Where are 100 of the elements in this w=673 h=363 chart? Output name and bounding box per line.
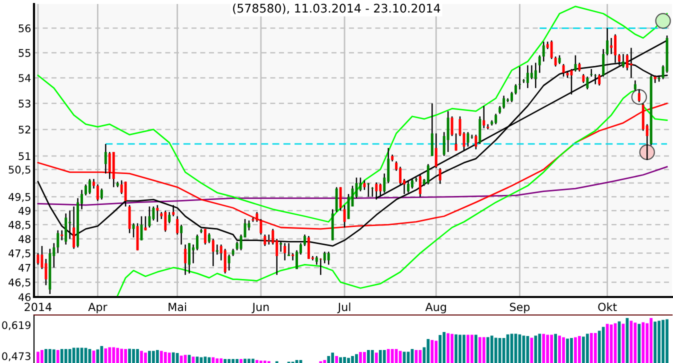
candlestick (426, 163, 430, 186)
candlestick (502, 95, 506, 110)
candlestick (148, 206, 151, 228)
candlestick (92, 178, 95, 190)
y-tick-label: 50,5 (8, 166, 30, 175)
y-tick-label: 49,5 (8, 193, 30, 202)
candlestick (164, 210, 167, 232)
point (639, 144, 655, 160)
y-tick-label: 46 (18, 293, 31, 302)
candlestick (414, 176, 418, 182)
y-tick-label: 0,473 (2, 352, 30, 362)
x-tick-label: Sep (510, 302, 530, 314)
y-tick-label: 47,5 (8, 250, 30, 258)
candlestick (292, 252, 294, 261)
y-tick-label: 48,5 (8, 220, 30, 230)
candlestick (56, 230, 60, 254)
y-tick-label: 0,619 (2, 321, 30, 330)
y-tick-label: 53 (18, 100, 30, 108)
y-tick-label: 46,5 (8, 278, 30, 288)
y-tick-label: 49 (18, 206, 30, 215)
candlestick (124, 181, 127, 208)
candlestick (407, 180, 410, 194)
x-tick-label: Jul (337, 302, 350, 314)
y-tick-label: 51 (18, 152, 30, 160)
point (655, 13, 671, 29)
candlestick (638, 88, 640, 103)
candlestick (371, 186, 374, 198)
candlestick (399, 166, 402, 186)
x-tick-label: Aug (425, 302, 446, 314)
candlestick (224, 248, 226, 274)
candlestick (606, 28, 609, 56)
candlestick (108, 151, 111, 180)
candlestick (550, 40, 553, 60)
y-tick-label: 56 (18, 24, 31, 32)
chart-title: (578580), 11.03.2014 - 23.10.2014 (233, 4, 440, 14)
candlestick (534, 62, 537, 89)
line-series (37, 166, 668, 206)
candlestick (466, 131, 470, 148)
candlestick (514, 84, 517, 96)
candlestick (335, 186, 338, 213)
x-tick-label: Okt (598, 302, 617, 312)
candlestick (180, 224, 183, 246)
line-series (37, 102, 668, 230)
candlestick (100, 188, 103, 200)
candlestick (184, 244, 187, 276)
candlestick (68, 210, 72, 240)
candlestick (482, 105, 486, 129)
candlestick (188, 242, 191, 274)
candlestick (104, 143, 107, 174)
candlestick (88, 178, 91, 195)
y-tick-label: 52 (18, 126, 30, 134)
candlestick (144, 216, 147, 231)
candlestick (168, 211, 171, 224)
candlestick (339, 186, 342, 212)
candlestick (323, 251, 326, 264)
candlestick (212, 238, 214, 267)
y-tick-label: 48 (18, 235, 31, 243)
candlestick (256, 211, 258, 222)
x-tick-label: 2014 (24, 302, 52, 312)
candlestick (530, 64, 533, 80)
candlestick (538, 54, 541, 74)
candlestick (367, 182, 370, 198)
candlestick (84, 184, 87, 196)
candlestick (44, 258, 48, 286)
candlestick (132, 222, 135, 238)
candlestick (634, 80, 636, 92)
candlestick (410, 178, 414, 190)
candlestick (434, 132, 438, 169)
candlestick (598, 73, 601, 86)
candlestick (554, 56, 557, 68)
candlestick (510, 91, 513, 103)
candlestick (60, 230, 64, 241)
y-tick-label: 55 (18, 49, 30, 57)
candlestick (208, 232, 210, 244)
y-tick-label: 54 (18, 74, 31, 82)
x-tick-label: Apr (88, 302, 108, 314)
candlestick (494, 113, 498, 125)
candlestick (610, 37, 613, 55)
candlestick (96, 184, 99, 202)
x-tick-label: Jun (252, 302, 269, 314)
candlestick (450, 116, 454, 137)
candlestick (172, 204, 175, 217)
candlestick (542, 41, 545, 62)
candlestick (526, 64, 529, 89)
candlestick (474, 134, 478, 150)
candlestick (176, 216, 179, 236)
candlestick (228, 254, 230, 272)
y-tick-label: 47 (18, 264, 30, 272)
candlestick (438, 167, 442, 184)
candlestick (586, 76, 589, 90)
candlestick (594, 73, 597, 85)
x-tick-label: Mai (168, 302, 186, 312)
candlestick (446, 110, 450, 153)
candlestick (478, 116, 482, 145)
line-series (116, 90, 668, 296)
candlestick (570, 68, 573, 96)
candlestick (128, 204, 131, 234)
candlestick (196, 234, 198, 251)
candlestick (430, 102, 434, 157)
candlestick (327, 251, 330, 266)
